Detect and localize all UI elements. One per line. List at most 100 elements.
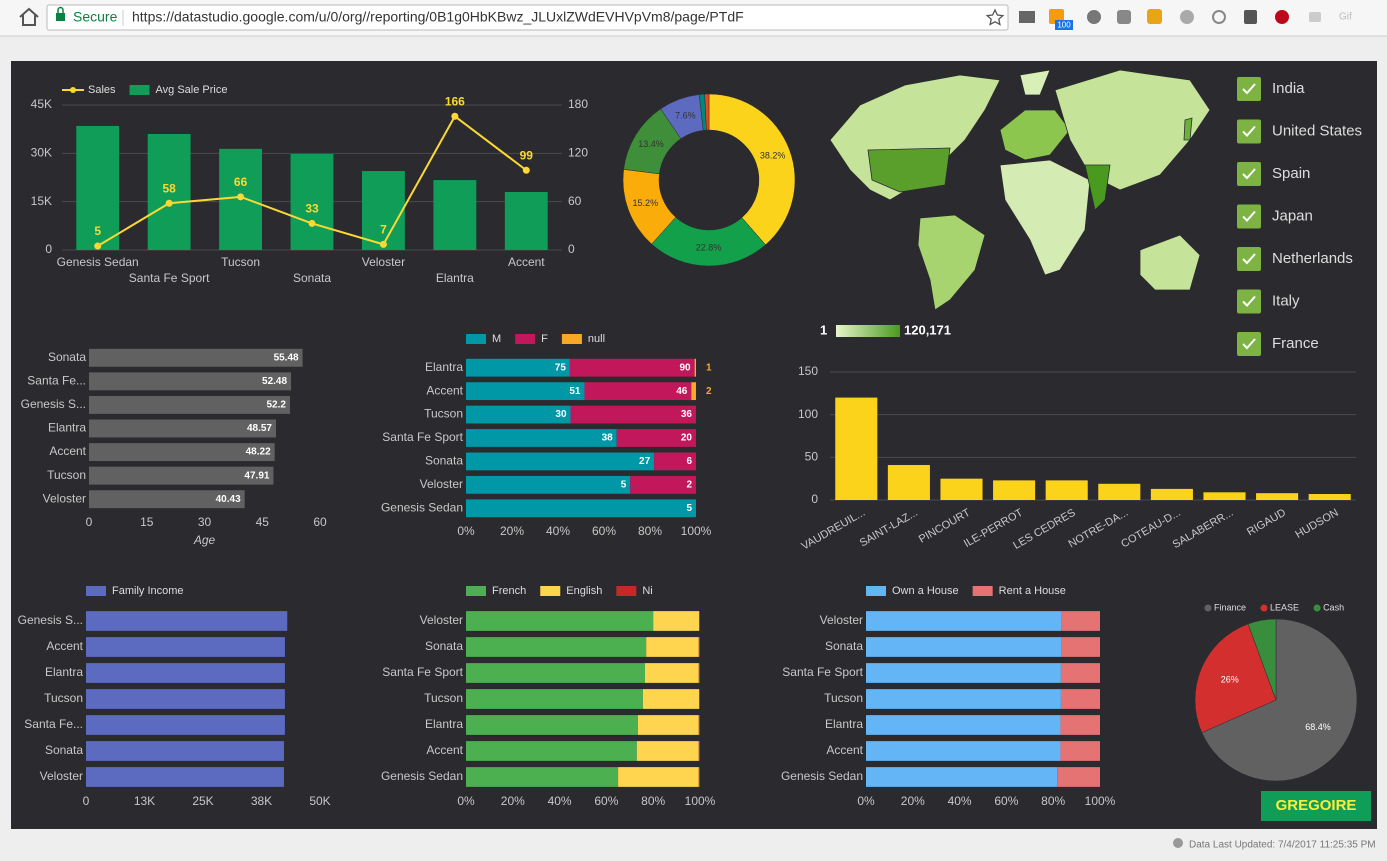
footer-text: Data Last Updated: 7/4/2017 11:25:35 PM bbox=[1189, 840, 1376, 851]
ext-mail[interactable] bbox=[1019, 11, 1035, 23]
bar bbox=[86, 663, 285, 683]
y2-tick-label: 180 bbox=[568, 97, 588, 111]
bar-segment bbox=[1057, 767, 1100, 787]
ext-gif[interactable]: Gif bbox=[1339, 12, 1352, 23]
country-filter[interactable]: Italy bbox=[1272, 292, 1300, 309]
x-tick-label: Veloster bbox=[362, 255, 405, 269]
slice-label: 68.4% bbox=[1305, 722, 1331, 732]
bar bbox=[86, 611, 288, 631]
bar-segment bbox=[653, 611, 700, 631]
checkbox[interactable] bbox=[1237, 162, 1261, 186]
legend-swatch bbox=[561, 334, 582, 344]
data-label: 47.91 bbox=[244, 470, 269, 481]
legend-label: French bbox=[492, 585, 526, 597]
bar-segment bbox=[699, 689, 700, 709]
checkmark bbox=[1242, 338, 1256, 350]
bar bbox=[89, 466, 274, 485]
y-tick-label: 100 bbox=[798, 407, 818, 421]
bar-segment bbox=[698, 741, 700, 761]
bar-segment bbox=[569, 358, 695, 377]
bar-segment bbox=[694, 358, 696, 377]
checkmark bbox=[1242, 125, 1256, 137]
country-filter[interactable]: India bbox=[1272, 80, 1305, 97]
y-tick-label: Santa Fe Sport bbox=[382, 430, 463, 444]
checkbox[interactable] bbox=[1237, 247, 1261, 271]
bar-segment bbox=[866, 689, 1061, 709]
country-filter[interactable]: United States bbox=[1272, 122, 1362, 139]
y-tick-label: Santa Fe Sport bbox=[382, 665, 463, 679]
y-tick-label: Veloster bbox=[420, 477, 463, 491]
x-tick-label: 45 bbox=[256, 515, 270, 529]
y-tick-label: Genesis Sedan bbox=[781, 769, 863, 783]
secure-label: Secure bbox=[73, 9, 118, 25]
y-tick-label: Sonata bbox=[48, 350, 86, 364]
legend-marker bbox=[1260, 604, 1268, 612]
bar bbox=[504, 192, 548, 250]
legend-marker bbox=[1313, 604, 1321, 612]
country-filter[interactable]: Netherlands bbox=[1272, 250, 1353, 267]
checkbox[interactable] bbox=[1237, 332, 1261, 356]
bar-segment bbox=[866, 715, 1061, 735]
checkbox[interactable] bbox=[1237, 77, 1261, 101]
ext-icon[interactable] bbox=[1309, 12, 1321, 22]
bar-segment bbox=[866, 611, 1062, 631]
checkbox[interactable] bbox=[1237, 289, 1261, 314]
bar bbox=[89, 443, 275, 462]
ext-icon[interactable] bbox=[1180, 10, 1194, 24]
data-label: 2 bbox=[706, 386, 712, 397]
pie-slice bbox=[1194, 623, 1277, 733]
checkmark bbox=[1242, 168, 1256, 180]
ext-icon[interactable] bbox=[1087, 10, 1101, 24]
bar-segment bbox=[1061, 611, 1100, 631]
bar bbox=[1256, 493, 1299, 500]
bar-segment bbox=[1060, 715, 1100, 735]
y-tick-label: Sonata bbox=[425, 639, 463, 653]
bar-segment bbox=[1060, 741, 1100, 761]
y-tick-label: Accent bbox=[49, 444, 86, 458]
bar bbox=[835, 397, 878, 500]
country-filter[interactable]: Spain bbox=[1272, 165, 1310, 182]
bar bbox=[89, 348, 303, 367]
checkbox[interactable] bbox=[1237, 204, 1261, 229]
ext-icon[interactable] bbox=[1117, 10, 1131, 24]
line-point bbox=[522, 166, 530, 174]
bar-segment bbox=[866, 767, 1058, 787]
data-label: 30 bbox=[555, 409, 567, 420]
bar bbox=[993, 480, 1036, 500]
bar-segment bbox=[866, 637, 1062, 657]
legend-swatch bbox=[515, 334, 536, 344]
url[interactable]: https://datastudio.google.com/u/0/org//r… bbox=[132, 9, 744, 25]
address-bar[interactable] bbox=[46, 4, 1009, 31]
bar-segment bbox=[1061, 637, 1100, 657]
bar-segment bbox=[630, 475, 696, 494]
country-filter[interactable]: Japan bbox=[1272, 207, 1313, 224]
x-tick-label: 40% bbox=[948, 794, 972, 808]
bar bbox=[89, 419, 276, 438]
x-tick-label: 20% bbox=[901, 794, 925, 808]
ext-icon[interactable] bbox=[1212, 10, 1226, 24]
y-tick-label: Veloster bbox=[43, 491, 86, 505]
x-tick-label: Santa Fe Sport bbox=[129, 271, 210, 285]
slice-label: 15.2% bbox=[633, 198, 659, 208]
bookmark-star[interactable] bbox=[985, 8, 1005, 26]
data-label: 36 bbox=[681, 409, 693, 420]
legend-label: Family Income bbox=[112, 585, 184, 597]
country-filter[interactable]: France bbox=[1272, 335, 1319, 352]
checkbox[interactable] bbox=[1237, 119, 1261, 144]
bar bbox=[147, 134, 191, 250]
ext-icon[interactable] bbox=[1244, 10, 1257, 24]
home-button[interactable] bbox=[19, 7, 39, 26]
data-label: 75 bbox=[555, 362, 567, 373]
x-tick-label: 38K bbox=[251, 794, 272, 808]
bar-segment bbox=[1060, 689, 1100, 709]
pie-slice bbox=[1201, 618, 1358, 782]
badge-bg bbox=[1055, 20, 1073, 30]
ext-icon[interactable] bbox=[1147, 9, 1162, 24]
line-point bbox=[237, 193, 245, 201]
asia bbox=[1054, 69, 1211, 191]
y-tick-label: 50 bbox=[805, 450, 819, 464]
bar bbox=[89, 395, 290, 414]
ext-pinterest[interactable] bbox=[1275, 10, 1289, 24]
y-tick-label: 0 bbox=[45, 242, 52, 256]
x-tick-label: 40% bbox=[548, 794, 572, 808]
